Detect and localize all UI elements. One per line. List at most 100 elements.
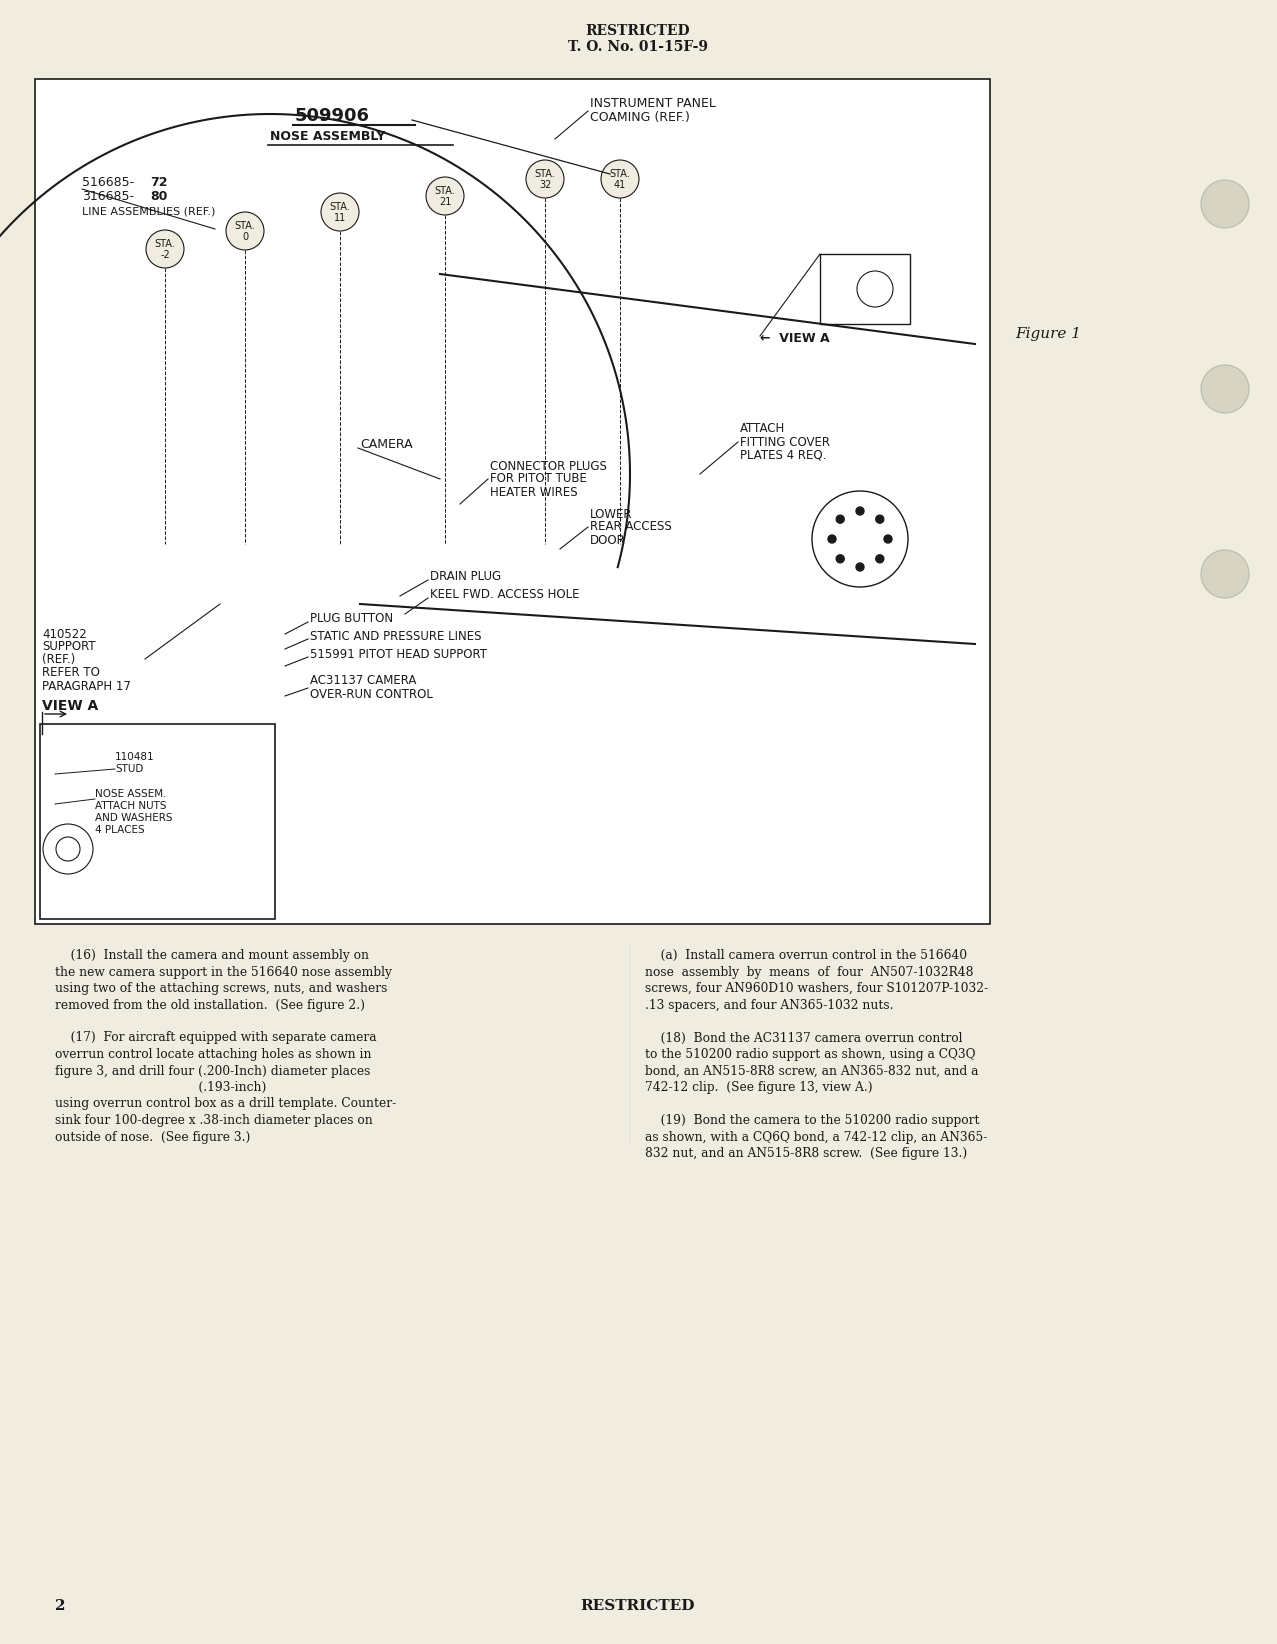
Bar xyxy=(34,79,990,924)
Circle shape xyxy=(856,562,865,570)
Text: (REF.): (REF.) xyxy=(42,654,75,666)
Text: LINE ASSEMBLIES (REF.): LINE ASSEMBLIES (REF.) xyxy=(82,206,216,215)
Text: FOR PITOT TUBE: FOR PITOT TUBE xyxy=(490,472,587,485)
Text: OVER-RUN CONTROL: OVER-RUN CONTROL xyxy=(310,687,433,700)
Circle shape xyxy=(43,824,93,875)
Circle shape xyxy=(856,506,865,515)
Text: COAMING (REF.): COAMING (REF.) xyxy=(590,112,690,125)
Circle shape xyxy=(1200,179,1249,229)
Circle shape xyxy=(427,178,464,215)
Text: removed from the old installation.  (See figure 2.): removed from the old installation. (See … xyxy=(55,998,365,1011)
Text: T. O. No. 01-15F-9: T. O. No. 01-15F-9 xyxy=(568,39,707,54)
Text: AC31137 CAMERA: AC31137 CAMERA xyxy=(310,674,416,687)
Circle shape xyxy=(836,515,844,523)
Text: PLATES 4 REQ.: PLATES 4 REQ. xyxy=(739,449,826,462)
Text: INSTRUMENT PANEL: INSTRUMENT PANEL xyxy=(590,97,716,110)
Text: .13 spacers, and four AN365-1032 nuts.: .13 spacers, and four AN365-1032 nuts. xyxy=(645,998,894,1011)
Text: NOSE ASSEMBLY: NOSE ASSEMBLY xyxy=(269,130,386,143)
Circle shape xyxy=(827,534,836,543)
Text: CONNECTOR PLUGS: CONNECTOR PLUGS xyxy=(490,460,607,472)
Text: FITTING COVER: FITTING COVER xyxy=(739,436,830,449)
Circle shape xyxy=(857,271,893,307)
Text: STATIC AND PRESSURE LINES: STATIC AND PRESSURE LINES xyxy=(310,630,481,643)
Bar xyxy=(820,255,911,324)
Text: (a)  Install camera overrun control in the 516640: (a) Install camera overrun control in th… xyxy=(645,949,967,962)
Text: DOOR: DOOR xyxy=(590,534,626,546)
Text: PLUG BUTTON: PLUG BUTTON xyxy=(310,613,393,625)
Text: 2: 2 xyxy=(55,1600,65,1613)
Text: 72: 72 xyxy=(149,176,167,189)
Text: as shown, with a CQ6Q bond, a 742-12 clip, an AN365-: as shown, with a CQ6Q bond, a 742-12 cli… xyxy=(645,1131,987,1144)
Text: HEATER WIRES: HEATER WIRES xyxy=(490,485,577,498)
Text: 110481: 110481 xyxy=(115,751,155,763)
Text: 4 PLACES: 4 PLACES xyxy=(94,825,144,835)
Text: NOSE ASSEM.: NOSE ASSEM. xyxy=(94,789,166,799)
Text: SUPPORT: SUPPORT xyxy=(42,641,96,654)
Text: 21: 21 xyxy=(439,197,451,207)
Text: DRAIN PLUG: DRAIN PLUG xyxy=(430,569,501,582)
Text: VIEW A: VIEW A xyxy=(42,699,98,713)
Text: Figure 1: Figure 1 xyxy=(1015,327,1082,340)
Text: CAMERA: CAMERA xyxy=(360,437,412,450)
Text: LOWER: LOWER xyxy=(590,508,632,521)
Circle shape xyxy=(146,230,184,268)
Text: (.193-inch): (.193-inch) xyxy=(55,1082,267,1093)
Text: 516685-: 516685- xyxy=(82,176,134,189)
Text: ATTACH: ATTACH xyxy=(739,423,785,436)
Text: STUD: STUD xyxy=(115,764,143,774)
Text: to the 510200 radio support as shown, using a CQ3Q: to the 510200 radio support as shown, us… xyxy=(645,1047,976,1060)
Bar xyxy=(40,723,275,919)
Text: 742-12 clip.  (See figure 13, view A.): 742-12 clip. (See figure 13, view A.) xyxy=(645,1082,872,1093)
Circle shape xyxy=(226,212,264,250)
Text: 80: 80 xyxy=(149,189,167,202)
Circle shape xyxy=(884,534,893,543)
Text: using overrun control box as a drill template. Counter-: using overrun control box as a drill tem… xyxy=(55,1098,396,1110)
Text: 509906: 509906 xyxy=(295,107,370,125)
Text: STA.: STA. xyxy=(535,169,555,179)
Text: STA.: STA. xyxy=(434,186,456,196)
Text: 41: 41 xyxy=(614,179,626,191)
Text: AND WASHERS: AND WASHERS xyxy=(94,814,172,824)
Text: 316685-: 316685- xyxy=(82,189,134,202)
Text: (16)  Install the camera and mount assembly on: (16) Install the camera and mount assemb… xyxy=(55,949,369,962)
Text: RESTRICTED: RESTRICTED xyxy=(586,25,691,38)
Circle shape xyxy=(56,837,80,861)
Text: STA.: STA. xyxy=(609,169,631,179)
Text: STA.: STA. xyxy=(329,202,350,212)
Text: ATTACH NUTS: ATTACH NUTS xyxy=(94,801,166,810)
Text: 32: 32 xyxy=(539,179,552,191)
Text: REFER TO: REFER TO xyxy=(42,666,100,679)
Circle shape xyxy=(836,554,844,562)
Circle shape xyxy=(812,492,908,587)
Circle shape xyxy=(1200,365,1249,413)
Text: screws, four AN960D10 washers, four S101207P-1032-: screws, four AN960D10 washers, four S101… xyxy=(645,981,988,995)
Text: the new camera support in the 516640 nose assembly: the new camera support in the 516640 nos… xyxy=(55,965,392,978)
Circle shape xyxy=(876,554,884,562)
Circle shape xyxy=(601,159,638,197)
Text: 410522: 410522 xyxy=(42,628,87,641)
Circle shape xyxy=(321,192,359,232)
Text: 832 nut, and an AN515-8R8 screw.  (See figure 13.): 832 nut, and an AN515-8R8 screw. (See fi… xyxy=(645,1148,967,1161)
Text: bond, an AN515-8R8 screw, an AN365-832 nut, and a: bond, an AN515-8R8 screw, an AN365-832 n… xyxy=(645,1065,978,1077)
Text: figure 3, and drill four (.200-Inch) diameter places: figure 3, and drill four (.200-Inch) dia… xyxy=(55,1065,370,1077)
Text: -2: -2 xyxy=(160,250,170,260)
Text: sink four 100-degree x .38-inch diameter places on: sink four 100-degree x .38-inch diameter… xyxy=(55,1115,373,1128)
Text: PARAGRAPH 17: PARAGRAPH 17 xyxy=(42,679,130,692)
Text: 515991 PITOT HEAD SUPPORT: 515991 PITOT HEAD SUPPORT xyxy=(310,648,487,661)
Circle shape xyxy=(526,159,564,197)
Text: (19)  Bond the camera to the 510200 radio support: (19) Bond the camera to the 510200 radio… xyxy=(645,1115,979,1128)
Text: 0: 0 xyxy=(241,232,248,242)
Text: ←  VIEW A: ← VIEW A xyxy=(760,332,830,345)
Text: REAR ACCESS: REAR ACCESS xyxy=(590,521,672,534)
Circle shape xyxy=(1200,551,1249,598)
Text: RESTRICTED: RESTRICTED xyxy=(581,1600,695,1613)
Text: (17)  For aircraft equipped with separate camera: (17) For aircraft equipped with separate… xyxy=(55,1031,377,1044)
Text: 11: 11 xyxy=(333,214,346,224)
Text: nose  assembly  by  means  of  four  AN507-1032R48: nose assembly by means of four AN507-103… xyxy=(645,965,973,978)
Text: STA.: STA. xyxy=(155,238,175,248)
Text: overrun control locate attaching holes as shown in: overrun control locate attaching holes a… xyxy=(55,1047,372,1060)
Text: STA.: STA. xyxy=(235,220,255,232)
Circle shape xyxy=(876,515,884,523)
Text: outside of nose.  (See figure 3.): outside of nose. (See figure 3.) xyxy=(55,1131,250,1144)
Text: KEEL FWD. ACCESS HOLE: KEEL FWD. ACCESS HOLE xyxy=(430,587,580,600)
